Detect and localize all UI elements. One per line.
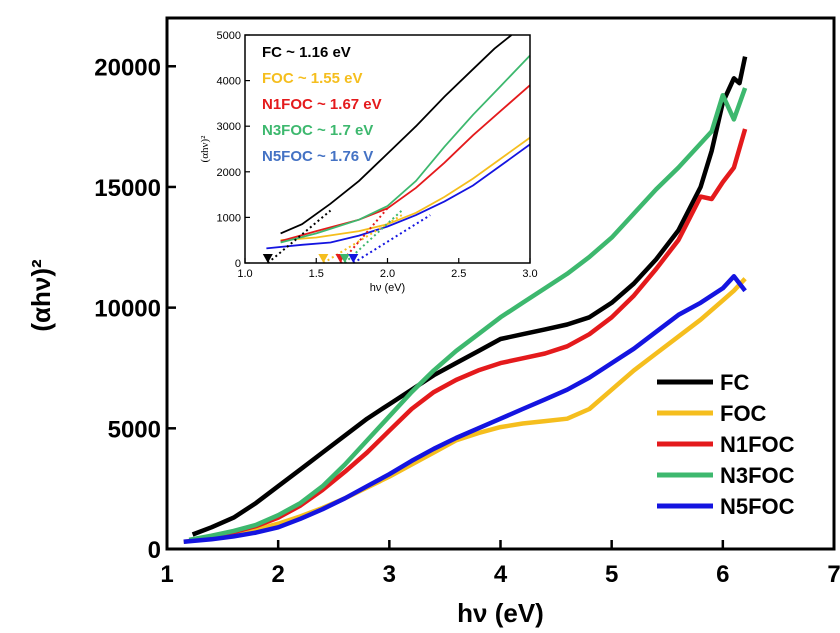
inset-annotation-n1foc: N1FOC ~ 1.67 eV (262, 96, 382, 113)
legend-label-n1foc: N1FOC (720, 432, 795, 457)
main-series-lines (183, 56, 748, 545)
inset-intercept-marker (348, 254, 359, 263)
inset-y-tick-label: 5000 (217, 30, 241, 42)
y-tick-label: 0 (148, 537, 161, 564)
main-x-ticks: 1 2 3 4 5 6 7 (160, 540, 840, 588)
x-tick-label: 4 (494, 561, 508, 588)
inset-intercept-marker (262, 254, 273, 263)
series-line-n3foc (188, 87, 748, 543)
series-line-foc (183, 277, 747, 545)
legend-label-fc: FC (720, 370, 749, 395)
inset-x-tick-label: 1.0 (237, 268, 252, 280)
x-tick-label: 2 (271, 561, 284, 588)
inset-fit-line (267, 209, 332, 264)
main-y-ticks: 0 5000 10000 15000 20000 (94, 54, 176, 564)
legend-label-n3foc: N3FOC (720, 463, 795, 488)
x-tick-label: 7 (827, 561, 840, 588)
series-line-fc (191, 56, 748, 537)
inset-intercept-marker (339, 254, 350, 263)
inset-series-line (266, 143, 531, 250)
inset-annotation-foc: FOC ~ 1.55 eV (262, 70, 362, 87)
inset-series-lines (266, 34, 531, 250)
inset-y-tick-label: 4000 (217, 76, 241, 88)
y-tick-label: 5000 (108, 416, 161, 443)
inset-series-line (280, 34, 513, 235)
inset-x-axis-title: hν (eV) (370, 282, 405, 294)
inset-series-line (280, 84, 531, 242)
legend-label-n5foc: N5FOC (720, 494, 795, 519)
legend: FC FOC N1FOC N3FOC N5FOC (657, 370, 795, 519)
legend-label-foc: FOC (720, 401, 767, 426)
y-tick-label: 10000 (94, 296, 161, 323)
inset-fit-lines (262, 207, 431, 264)
inset-x-tick-label: 3.0 (522, 268, 537, 280)
inset-fit-line (352, 214, 431, 264)
inset-y-tick-label: 2000 (217, 167, 241, 179)
inset-annotation-n5foc: N5FOC ~ 1.76 V (262, 148, 373, 165)
inset-x-tick-label: 1.5 (309, 268, 324, 280)
inset-y-ticks: 0 1000 2000 3000 4000 5000 (217, 30, 250, 270)
inset-annotation-fc: FC ~ 1.16 eV (262, 44, 351, 61)
main-y-axis-title: (αhν)² (26, 259, 56, 332)
main-x-axis-title: hν (eV) (457, 598, 544, 628)
inset-annotation-n3foc: N3FOC ~ 1.7 eV (262, 122, 373, 139)
inset-annotations: FC ~ 1.16 eV FOC ~ 1.55 eV N1FOC ~ 1.67 eV… (262, 44, 382, 165)
inset-y-tick-label: 3000 (217, 121, 241, 133)
x-tick-label: 6 (716, 561, 729, 588)
x-tick-label: 1 (160, 561, 173, 588)
inset-x-ticks: 1.0 1.5 2.0 2.5 3.0 (237, 258, 538, 280)
x-tick-label: 5 (605, 561, 618, 588)
inset-x-tick-label: 2.0 (380, 268, 395, 280)
inset-y-tick-label: 0 (235, 258, 241, 270)
y-tick-label: 15000 (94, 175, 161, 202)
x-tick-label: 3 (383, 561, 396, 588)
inset-plot: 1.0 1.5 2.0 2.5 3.0 0 1000 2000 3000 4000 5000 hν… (199, 30, 538, 294)
inset-intercept-marker (318, 254, 329, 263)
inset-series-line (280, 54, 531, 244)
inset-fit-line (339, 207, 389, 264)
inset-y-axis-title: (αhν)² (199, 135, 211, 163)
inset-y-tick-label: 1000 (217, 212, 241, 224)
inset-series-line (280, 136, 531, 242)
y-tick-label: 20000 (94, 54, 161, 81)
series-line-n5foc (183, 274, 747, 545)
inset-x-tick-label: 2.5 (451, 268, 466, 280)
